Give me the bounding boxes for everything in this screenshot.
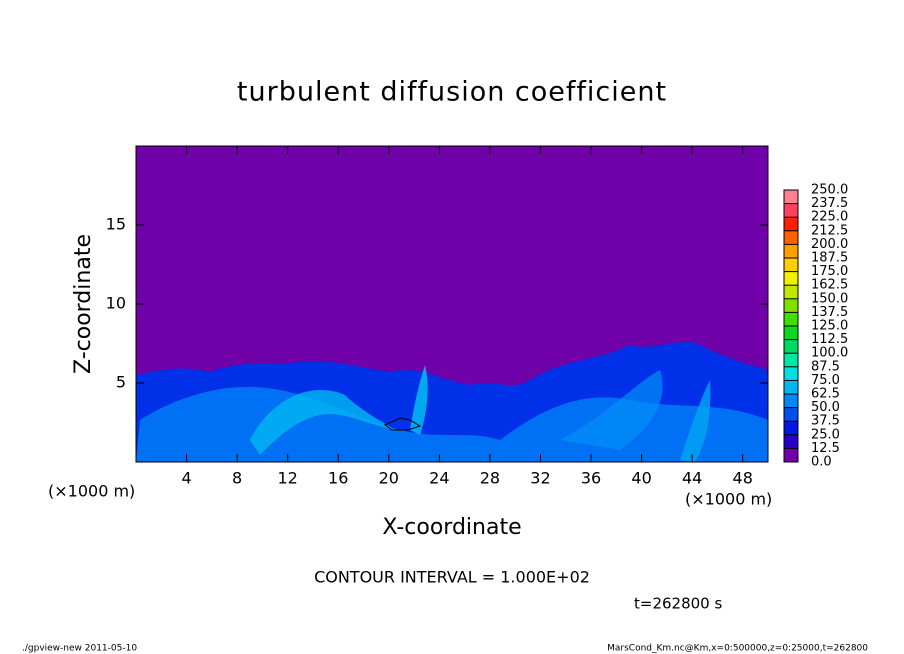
colorbar-label: 62.5 bbox=[811, 387, 840, 402]
x-tick-label: 16 bbox=[328, 469, 348, 488]
colorbar-band bbox=[784, 298, 798, 313]
y-tick-label: 10 bbox=[106, 294, 126, 313]
x-tick-label: 48 bbox=[733, 469, 753, 488]
colorbar-label: 25.0 bbox=[811, 427, 840, 442]
field-region bbox=[250, 390, 395, 455]
field-region bbox=[410, 365, 428, 435]
field-region bbox=[680, 380, 711, 462]
colorbar-band bbox=[784, 434, 798, 449]
colorbar-label: 187.5 bbox=[811, 251, 848, 266]
x-tick-label: 12 bbox=[278, 469, 298, 488]
colorbar-band bbox=[784, 366, 798, 381]
colorbar-band bbox=[784, 285, 798, 299]
x-tick-label: 44 bbox=[682, 469, 702, 488]
colorbar-label: 125.0 bbox=[811, 319, 848, 334]
x-tick-label: 28 bbox=[480, 469, 500, 488]
footer-left: ./gpview-new 2011-05-10 bbox=[22, 644, 137, 654]
x-unit-label: (×1000 m) bbox=[685, 490, 772, 509]
colorbar-label: 50.0 bbox=[811, 400, 840, 415]
colorbar-label: 175.0 bbox=[811, 264, 848, 279]
colorbar-band bbox=[784, 312, 798, 326]
x-tick-label: 20 bbox=[379, 469, 399, 488]
x-unit-label: (×1000 m) bbox=[48, 482, 135, 501]
colorbar-label: 75.0 bbox=[811, 373, 840, 388]
colorbar-label: 12.5 bbox=[811, 441, 840, 456]
x-tick-label: 24 bbox=[429, 469, 449, 488]
colorbar-band bbox=[784, 203, 798, 218]
colorbar-label: 100.0 bbox=[811, 346, 848, 361]
x-tick-label: 40 bbox=[631, 469, 651, 488]
time-label: t=262800 s bbox=[634, 595, 722, 613]
colorbar-label: 212.5 bbox=[811, 223, 848, 238]
colorbar-label: 237.5 bbox=[811, 196, 848, 211]
colorbar-label: 112.5 bbox=[811, 332, 848, 347]
x-axis-label: X-coordinate bbox=[382, 515, 521, 540]
x-tick-label: 8 bbox=[232, 469, 242, 488]
contour-line bbox=[384, 417, 422, 431]
x-tick-label: 4 bbox=[181, 469, 191, 488]
colorbar-band bbox=[784, 407, 798, 422]
colorbar-label: 0.0 bbox=[811, 455, 832, 470]
colorbar-label: 87.5 bbox=[811, 359, 840, 374]
colorbar-band bbox=[784, 190, 798, 204]
colorbar-label: 137.5 bbox=[811, 305, 848, 320]
colorbar-band bbox=[784, 258, 798, 272]
chart-title: turbulent diffusion coefficient bbox=[237, 77, 667, 108]
footer-right: MarsCond_Km.nc@Km,x=0:500000,z=0:25000,t… bbox=[607, 644, 868, 654]
colorbar-band bbox=[784, 339, 798, 354]
x-tick-label: 32 bbox=[530, 469, 550, 488]
colorbar-band bbox=[784, 448, 798, 462]
colorbar-band bbox=[784, 326, 798, 340]
colorbar-band bbox=[784, 271, 798, 286]
colorbar-band bbox=[784, 394, 798, 408]
colorbar-band bbox=[784, 380, 798, 394]
colorbar-label: 200.0 bbox=[811, 237, 848, 252]
colorbar-band bbox=[784, 217, 798, 231]
colorbar-label: 150.0 bbox=[811, 291, 848, 306]
colorbar-label: 37.5 bbox=[811, 414, 840, 429]
field-region bbox=[560, 370, 663, 450]
x-tick-label: 36 bbox=[581, 469, 601, 488]
colorbar-band bbox=[784, 353, 798, 367]
colorbar-label: 250.0 bbox=[811, 183, 848, 198]
colorbar-band bbox=[784, 244, 798, 258]
contour-note: CONTOUR INTERVAL = 1.000E+02 bbox=[314, 568, 590, 587]
colorbar-label: 162.5 bbox=[811, 278, 848, 293]
y-axis-label: Z-coordinate bbox=[71, 234, 96, 374]
colorbar-band bbox=[784, 230, 798, 245]
field bbox=[136, 341, 768, 462]
colorbar-band bbox=[784, 421, 798, 435]
y-tick-label: 15 bbox=[106, 215, 126, 234]
colorbar-label: 225.0 bbox=[811, 210, 848, 225]
y-tick-label: 5 bbox=[116, 373, 126, 392]
